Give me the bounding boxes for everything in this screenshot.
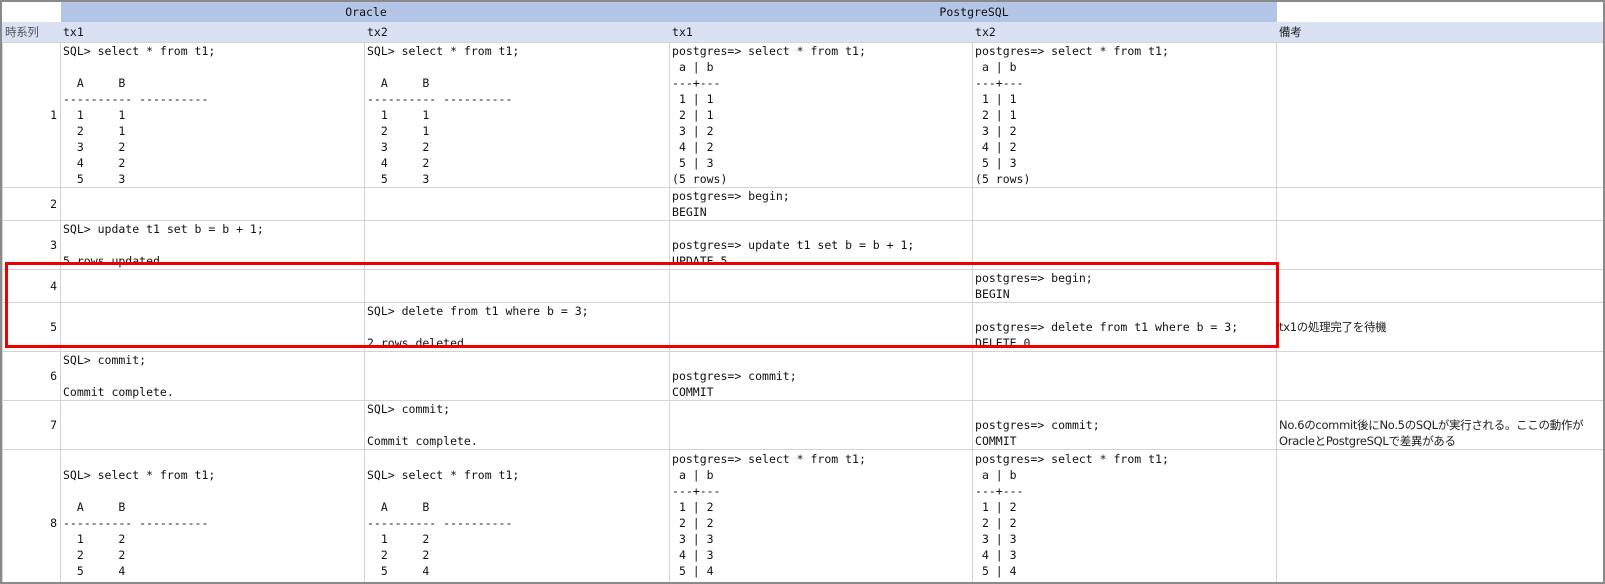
column-header-remarks[interactable]: 備考 bbox=[1276, 21, 1603, 43]
cell-ora-tx1[interactable] bbox=[60, 187, 365, 221]
cell-pg-tx2[interactable]: postgres=> delete from t1 where b = 3; D… bbox=[972, 302, 1278, 352]
cell-ora-tx1[interactable] bbox=[60, 400, 365, 450]
cell-ora-tx1[interactable]: SQL> select * from t1; A B ---------- --… bbox=[60, 449, 365, 582]
cell-ora-tx1[interactable] bbox=[60, 269, 365, 303]
cell-pg-tx2[interactable] bbox=[972, 220, 1278, 270]
column-header-oracle-tx1[interactable]: tx1 bbox=[60, 21, 365, 43]
group-header-postgresql[interactable]: PostgreSQL bbox=[669, 2, 1278, 22]
column-header-oracle-tx2[interactable]: tx2 bbox=[363, 21, 671, 43]
table-row: 2 postgres=> begin; BEGIN bbox=[2, 187, 1603, 221]
table-row: 1 SQL> select * from t1; A B ---------- -… bbox=[2, 42, 1603, 188]
cell-ora-tx1[interactable]: SQL> update t1 set b = b + 1; 5 rows upd… bbox=[60, 220, 365, 270]
cell-pg-tx2[interactable]: postgres=> commit; COMMIT bbox=[972, 400, 1278, 450]
table-row: 8 SQL> select * from t1; A B ---------- -… bbox=[2, 449, 1603, 582]
row-number[interactable]: 7 bbox=[2, 400, 61, 450]
blank-header-cell bbox=[2, 2, 61, 22]
cell-ora-tx1[interactable] bbox=[60, 302, 365, 352]
cell-note[interactable]: tx1の処理完了を待機 bbox=[1276, 302, 1603, 352]
table-row: 6 SQL> commit; Commit complete. postgres=>… bbox=[2, 351, 1603, 401]
cell-pg-tx1[interactable]: postgres=> update t1 set b = b + 1; UPDA… bbox=[669, 220, 974, 270]
group-header-oracle[interactable]: Oracle bbox=[59, 2, 671, 22]
row-number[interactable]: 4 bbox=[2, 269, 61, 303]
row-number[interactable]: 5 bbox=[2, 302, 61, 352]
cell-pg-tx1[interactable]: postgres=> select * from t1; a | b ---+-… bbox=[669, 449, 974, 582]
cell-note[interactable]: No.6のcommit後にNo.5のSQLが実行される。ここの動作が Oracl… bbox=[1276, 400, 1603, 450]
cell-ora-tx1[interactable]: SQL> select * from t1; A B ---------- --… bbox=[60, 42, 365, 188]
cell-ora-tx2[interactable] bbox=[363, 187, 671, 221]
cell-pg-tx2[interactable]: postgres=> begin; BEGIN bbox=[972, 269, 1278, 303]
cell-pg-tx2[interactable] bbox=[972, 351, 1278, 401]
cell-pg-tx2[interactable]: postgres=> select * from t1; a | b ---+-… bbox=[972, 42, 1278, 188]
cell-ora-tx2[interactable] bbox=[363, 269, 671, 303]
column-header-timeline[interactable]: 時系列 bbox=[2, 21, 61, 43]
group-header-row: Oracle PostgreSQL bbox=[2, 2, 1603, 22]
cell-ora-tx2[interactable]: SQL> delete from t1 where b = 3; 2 rows … bbox=[363, 302, 671, 352]
cell-ora-tx1[interactable]: SQL> commit; Commit complete. bbox=[60, 351, 365, 401]
row-number[interactable]: 2 bbox=[2, 187, 61, 221]
cell-note[interactable] bbox=[1276, 351, 1603, 401]
table-row: 5 SQL> delete from t1 where b = 3; 2 rows… bbox=[2, 302, 1603, 352]
cell-pg-tx1[interactable] bbox=[669, 400, 974, 450]
row-number[interactable]: 6 bbox=[2, 351, 61, 401]
row-number[interactable]: 3 bbox=[2, 220, 61, 270]
cell-pg-tx2[interactable] bbox=[972, 187, 1278, 221]
table-row: 4 postgres=> begin; BEGIN bbox=[2, 269, 1603, 303]
table-row: 3 SQL> update t1 set b = b + 1; 5 rows up… bbox=[2, 220, 1603, 270]
cell-note[interactable] bbox=[1276, 220, 1603, 270]
cell-pg-tx1[interactable]: postgres=> begin; BEGIN bbox=[669, 187, 974, 221]
cell-note[interactable] bbox=[1276, 42, 1603, 188]
cell-note[interactable] bbox=[1276, 187, 1603, 221]
cell-ora-tx2[interactable]: SQL> select * from t1; A B ---------- --… bbox=[363, 42, 671, 188]
column-header-pg-tx1[interactable]: tx1 bbox=[669, 21, 974, 43]
cell-ora-tx2[interactable]: SQL> select * from t1; A B ---------- --… bbox=[363, 449, 671, 582]
row-number[interactable]: 1 bbox=[2, 42, 61, 188]
cell-pg-tx1[interactable]: postgres=> commit; COMMIT bbox=[669, 351, 974, 401]
blank-header-cell bbox=[1276, 2, 1603, 22]
cell-ora-tx2[interactable] bbox=[363, 351, 671, 401]
cell-pg-tx2[interactable]: postgres=> select * from t1; a | b ---+-… bbox=[972, 449, 1278, 582]
cell-ora-tx2[interactable]: SQL> commit; Commit complete. bbox=[363, 400, 671, 450]
row-number[interactable]: 8 bbox=[2, 449, 61, 582]
table-row: 7 SQL> commit; Commit complete. postgres=>… bbox=[2, 400, 1603, 450]
cell-ora-tx2[interactable] bbox=[363, 220, 671, 270]
cell-pg-tx1[interactable]: postgres=> select * from t1; a | b ---+-… bbox=[669, 42, 974, 188]
cell-pg-tx1[interactable] bbox=[669, 302, 974, 352]
cell-pg-tx1[interactable] bbox=[669, 269, 974, 303]
cell-note[interactable] bbox=[1276, 449, 1603, 582]
cell-note[interactable] bbox=[1276, 269, 1603, 303]
column-header-pg-tx2[interactable]: tx2 bbox=[972, 21, 1278, 43]
column-header-row: 時系列 tx1 tx2 tx1 tx2 備考 bbox=[2, 21, 1603, 43]
